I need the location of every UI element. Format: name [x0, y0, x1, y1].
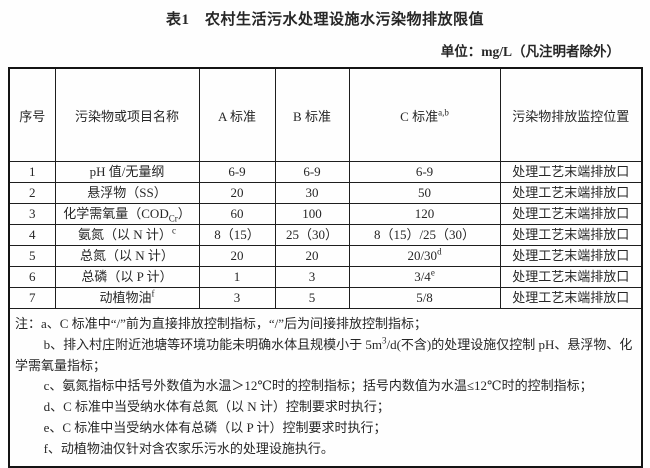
cell-seq: 7: [8, 287, 56, 309]
cell-location: 处理工艺末端排放口: [499, 161, 643, 183]
cell-c: 120: [348, 203, 501, 225]
cell-c: 3/4e: [348, 266, 501, 288]
col-header-seq: 序号: [8, 67, 56, 162]
col-header-name: 污染物或项目名称: [54, 67, 200, 162]
cell-a: 1: [198, 266, 276, 288]
cell-name: pH 值/无量纲: [54, 161, 200, 183]
note-c: c、氨氮指标中括号外数值为水温＞12℃时的控制指标；括号内数值为水温≤12℃时的…: [43, 378, 593, 394]
cell-location: 处理工艺末端排放口: [499, 224, 643, 246]
cell-seq: 3: [8, 203, 56, 225]
cell-a: 8（15）: [198, 224, 276, 246]
note-f: f、动植物油仅针对含农家乐污水的处理设施执行。: [43, 440, 334, 456]
cell-name: 总磷（以 P 计）: [54, 266, 200, 288]
cell-b: 20: [274, 245, 350, 267]
cell-seq: 1: [8, 161, 56, 183]
cell-b: 100: [274, 203, 350, 225]
note-a: 注：a、C 标准中“/”前为直接排放控制指标，“/”后为间接排放控制指标；: [15, 316, 427, 331]
cell-location: 处理工艺末端排放口: [499, 266, 643, 288]
table-row: 7 动植物油f 3 5 5/8 处理工艺末端排放口: [8, 287, 643, 309]
table-row: 5 总氮（以 N 计） 20 20 20/30d 处理工艺末端排放口: [8, 245, 643, 267]
cell-location: 处理工艺末端排放口: [499, 182, 643, 204]
col-header-a: A 标准: [198, 67, 276, 162]
cell-b: 3: [274, 266, 350, 288]
cell-name: 动植物油f: [54, 287, 200, 309]
cell-location: 处理工艺末端排放口: [499, 203, 643, 225]
header-row: 序号 污染物或项目名称 A 标准 B 标准 C 标准a,b 污染物排放监控位置: [8, 67, 643, 162]
table-row: 2 悬浮物（SS） 20 30 50 处理工艺末端排放口: [8, 182, 643, 204]
cell-c: 50: [348, 182, 501, 204]
note-b: b、排入村庄附近池塘等环境功能未明确水体且规模小于 5m3/d(不含)的处理设施…: [15, 335, 633, 373]
col-header-c: C 标准a,b: [348, 67, 501, 162]
cell-b: 30: [274, 182, 350, 204]
cell-a: 60: [198, 203, 276, 225]
cell-c: 5/8: [348, 287, 501, 309]
cell-a: 6-9: [198, 161, 276, 183]
table-row: 6 总磷（以 P 计） 1 3 3/4e 处理工艺末端排放口: [8, 266, 643, 288]
cell-location: 处理工艺末端排放口: [499, 245, 643, 267]
table-row: 3 化学需氧量（CODCr） 60 100 120 处理工艺末端排放口: [8, 203, 643, 225]
cell-name: 总氮（以 N 计）: [54, 245, 200, 267]
cell-c: 20/30d: [348, 245, 501, 267]
cell-seq: 5: [8, 245, 56, 267]
pollutant-limits-table: 序号 污染物或项目名称 A 标准 B 标准 C 标准a,b 污染物排放监控位置 …: [8, 67, 643, 468]
col-header-location: 污染物排放监控位置: [499, 67, 643, 162]
cell-name: 悬浮物（SS）: [54, 182, 200, 204]
table-title: 表1 农村生活污水处理设施水污染物排放限值: [165, 12, 484, 28]
cell-b: 25（30）: [274, 224, 350, 246]
notes-row: 注：a、C 标准中“/”前为直接排放控制指标，“/”后为间接排放控制指标； b、…: [8, 307, 643, 468]
notes-cell: 注：a、C 标准中“/”前为直接排放控制指标，“/”后为间接排放控制指标； b、…: [8, 307, 643, 468]
cell-c: 8（15）/25（30）: [348, 224, 501, 246]
col-header-b: B 标准: [274, 67, 350, 162]
cell-b: 6-9: [274, 161, 350, 183]
table-row: 4 氨氮（以 N 计）c 8（15） 25（30） 8（15）/25（30） 处…: [8, 224, 643, 246]
cell-b: 5: [274, 287, 350, 309]
cell-a: 20: [198, 182, 276, 204]
cell-seq: 2: [8, 182, 56, 204]
cell-seq: 6: [8, 266, 56, 288]
unit-note: 单位：mg/L（凡注明者除外）: [440, 44, 620, 59]
cell-name: 氨氮（以 N 计）c: [54, 224, 200, 246]
cell-c: 6-9: [348, 161, 501, 183]
cell-a: 3: [198, 287, 276, 309]
cell-name: 化学需氧量（CODCr）: [54, 203, 200, 225]
cell-a: 20: [198, 245, 276, 267]
table-row: 1 pH 值/无量纲 6-9 6-9 6-9 处理工艺末端排放口: [8, 161, 643, 183]
note-d: d、C 标准中当受纳水体有总氮（以 N 计）控制要求时执行；: [43, 399, 390, 415]
cell-seq: 4: [8, 224, 56, 246]
cell-location: 处理工艺末端排放口: [499, 287, 643, 309]
note-e: e、C 标准中当受纳水体有总磷（以 P 计）控制要求时执行；: [43, 419, 387, 435]
